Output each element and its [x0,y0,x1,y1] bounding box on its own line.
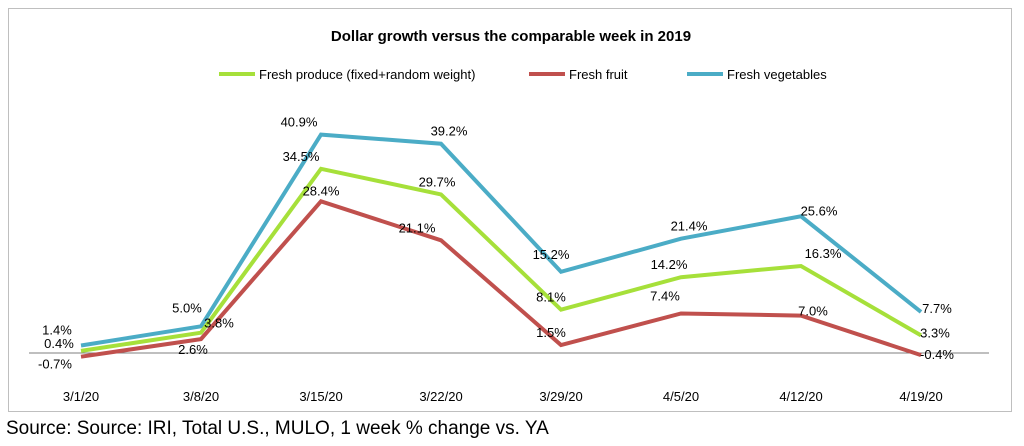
data-label: 21.4% [671,219,708,234]
series-line [80,198,922,359]
data-label: 16.3% [805,246,842,261]
data-label: 0.4% [44,336,74,351]
data-label: -0.4% [920,347,954,362]
data-label: 21.1% [399,220,436,235]
series-line [80,166,923,353]
data-label: 5.0% [172,300,202,315]
legend-label: Fresh vegetables [727,67,827,82]
data-label: 7.7% [922,301,952,316]
x-tick-label: 4/19/20 [899,389,942,404]
series-lines [80,132,923,359]
legend-label: Fresh produce (fixed+random weight) [259,67,475,82]
x-tick-label: 3/15/20 [299,389,342,404]
data-label: 8.1% [536,290,566,305]
data-label: 7.0% [798,304,828,319]
legend-label: Fresh fruit [569,67,628,82]
series-line [80,132,923,348]
data-label: 15.2% [533,247,570,262]
data-label: 34.5% [283,149,320,164]
data-label: 29.7% [419,174,456,189]
x-tick-label: 3/22/20 [419,389,462,404]
line-chart: Dollar growth versus the comparable week… [29,28,989,404]
data-label: 39.2% [431,124,468,139]
data-label: 1.4% [42,323,72,338]
data-label: 1.5% [536,325,566,340]
x-tick-label: 3/8/20 [183,389,219,404]
data-label: 3.8% [204,316,234,331]
data-label: 2.6% [178,342,208,357]
data-labels: 0.4% 3.8% 34.5% 29.7% 8.1% 14.2% 16.3% 3.3% -0.7… [38,115,954,372]
x-tick-label: 3/29/20 [539,389,582,404]
data-label: 14.2% [651,257,688,272]
data-label: 40.9% [281,115,318,130]
source-note: Source: Source: IRI, Total U.S., MULO, 1… [6,418,549,439]
data-label: 3.3% [920,325,950,340]
x-tick-label: 4/5/20 [663,389,699,404]
data-label: 7.4% [650,288,680,303]
data-label: -0.7% [38,357,72,372]
chart-title: Dollar growth versus the comparable week… [331,28,691,45]
x-tick-label: 4/12/20 [779,389,822,404]
data-label: 28.4% [303,183,340,198]
x-axis-tick-labels: 3/1/20 3/8/20 3/15/20 3/22/20 3/29/20 4/5/20 4… [63,389,943,404]
chart-frame: Dollar growth versus the comparable week… [8,8,1012,412]
x-tick-label: 3/1/20 [63,389,99,404]
data-label: 25.6% [801,203,838,218]
chart-legend: Fresh produce (fixed+random weight) Fresh… [219,67,827,82]
